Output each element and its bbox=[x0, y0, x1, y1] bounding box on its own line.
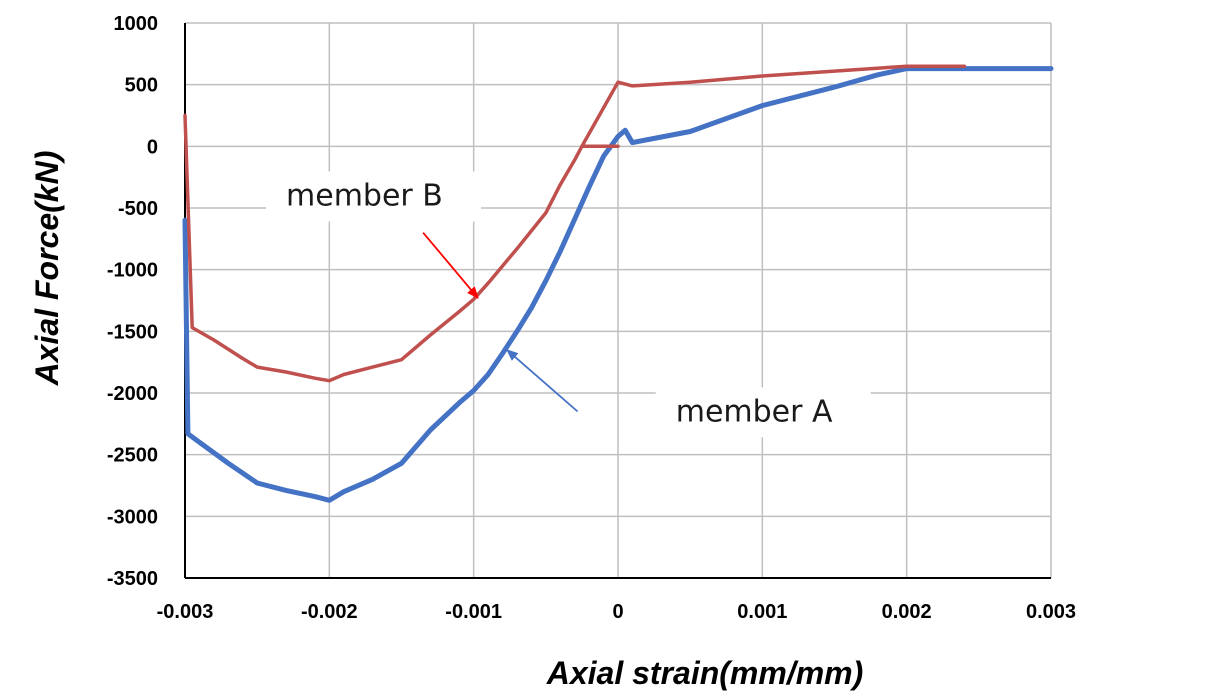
x-tick-label: 0 bbox=[612, 601, 623, 623]
member-a-line bbox=[182, 66, 1054, 503]
x-tick-label: -0.001 bbox=[445, 601, 502, 623]
annotation-box bbox=[655, 387, 871, 438]
x-axis-title: Axial strain(mm/mm) bbox=[546, 655, 864, 691]
tick-labels: 1000 500 0 -500 -1000 -1500 -2000 -2500 -3000 -35… bbox=[107, 13, 1076, 623]
y-tick-label: -1000 bbox=[107, 260, 158, 282]
y-tick-label: -500 bbox=[118, 198, 158, 220]
y-tick-label: -3500 bbox=[107, 568, 158, 590]
y-tick-label: 500 bbox=[125, 75, 158, 97]
annotation-label: member B bbox=[286, 179, 443, 214]
x-tick-label: 0.002 bbox=[882, 601, 932, 623]
y-tick-label: 0 bbox=[147, 136, 158, 158]
y-tick-label: 1000 bbox=[114, 13, 159, 35]
x-tick-label: 0.003 bbox=[1026, 601, 1076, 623]
series-group bbox=[182, 64, 1054, 503]
annotation-arrow bbox=[422, 232, 479, 299]
x-tick-label: -0.002 bbox=[301, 601, 358, 623]
annotations: member B member A bbox=[266, 171, 871, 438]
member-b-line bbox=[183, 64, 967, 383]
x-tick-label: -0.003 bbox=[157, 601, 214, 623]
y-tick-label: -2000 bbox=[107, 383, 158, 405]
x-tick-label: 0.001 bbox=[737, 601, 787, 623]
y-tick-label: -2500 bbox=[107, 445, 158, 467]
annotation-label: member A bbox=[676, 394, 833, 429]
annotation-arrow bbox=[506, 349, 579, 413]
y-tick-label: -3000 bbox=[107, 506, 158, 528]
y-tick-label: -1500 bbox=[107, 321, 158, 343]
y-axis-title: Axial Force(kN) bbox=[29, 151, 65, 387]
annotation-box bbox=[266, 171, 482, 222]
